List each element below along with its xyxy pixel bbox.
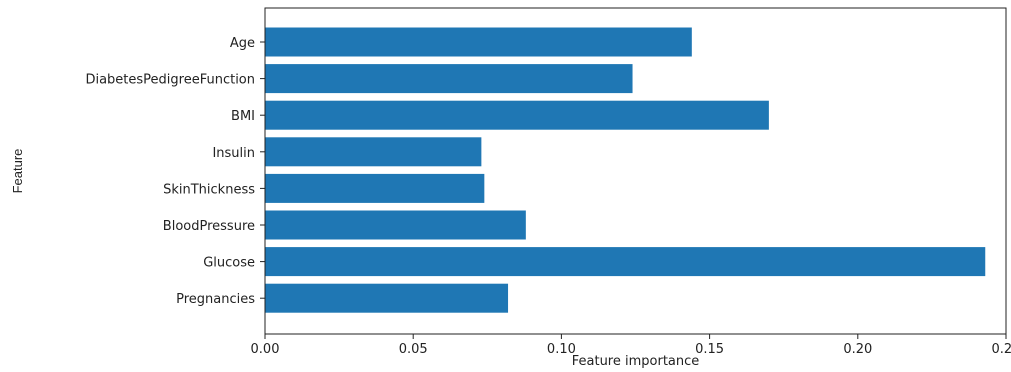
x-tick-label: 0.05 xyxy=(399,342,428,357)
bar-insulin xyxy=(265,137,482,167)
y-tick-label: Glucose xyxy=(203,256,255,271)
y-axis-label: Feature xyxy=(10,149,25,194)
y-tick-label: Age xyxy=(230,36,255,51)
bar-skinthickness xyxy=(265,173,485,203)
x-tick-label: 0.20 xyxy=(843,342,872,357)
y-tick-label: SkinThickness xyxy=(163,182,255,197)
y-tick-label: BloodPressure xyxy=(163,219,255,234)
bar-bloodpressure xyxy=(265,210,526,240)
x-tick-group: 0.00 0.05 0.10 0.15 0.20 0.25 xyxy=(251,334,1011,357)
bar-bmi xyxy=(265,100,769,130)
bar-age xyxy=(265,27,692,57)
y-tick-label: BMI xyxy=(231,109,255,124)
y-tick-label: DiabetesPedigreeFunction xyxy=(85,73,255,88)
bars-group xyxy=(265,27,986,313)
x-tick-label: 0.10 xyxy=(547,342,576,357)
x-tick-label: 0.00 xyxy=(251,342,280,357)
x-tick-label: 0.15 xyxy=(695,342,724,357)
y-tick-label: Insulin xyxy=(212,146,255,161)
bar-diabetespedigreefunction xyxy=(265,64,633,94)
x-tick-label: 0.25 xyxy=(992,342,1011,357)
y-tick-label: Pregnancies xyxy=(176,292,255,307)
plot-frame xyxy=(264,7,1007,335)
bar-glucose xyxy=(265,247,986,277)
x-axis-label: Feature importance xyxy=(572,354,700,369)
y-tick-group: Pregnancies Glucose BloodPressure SkinThick… xyxy=(85,36,265,307)
bar-pregnancies xyxy=(265,283,509,313)
